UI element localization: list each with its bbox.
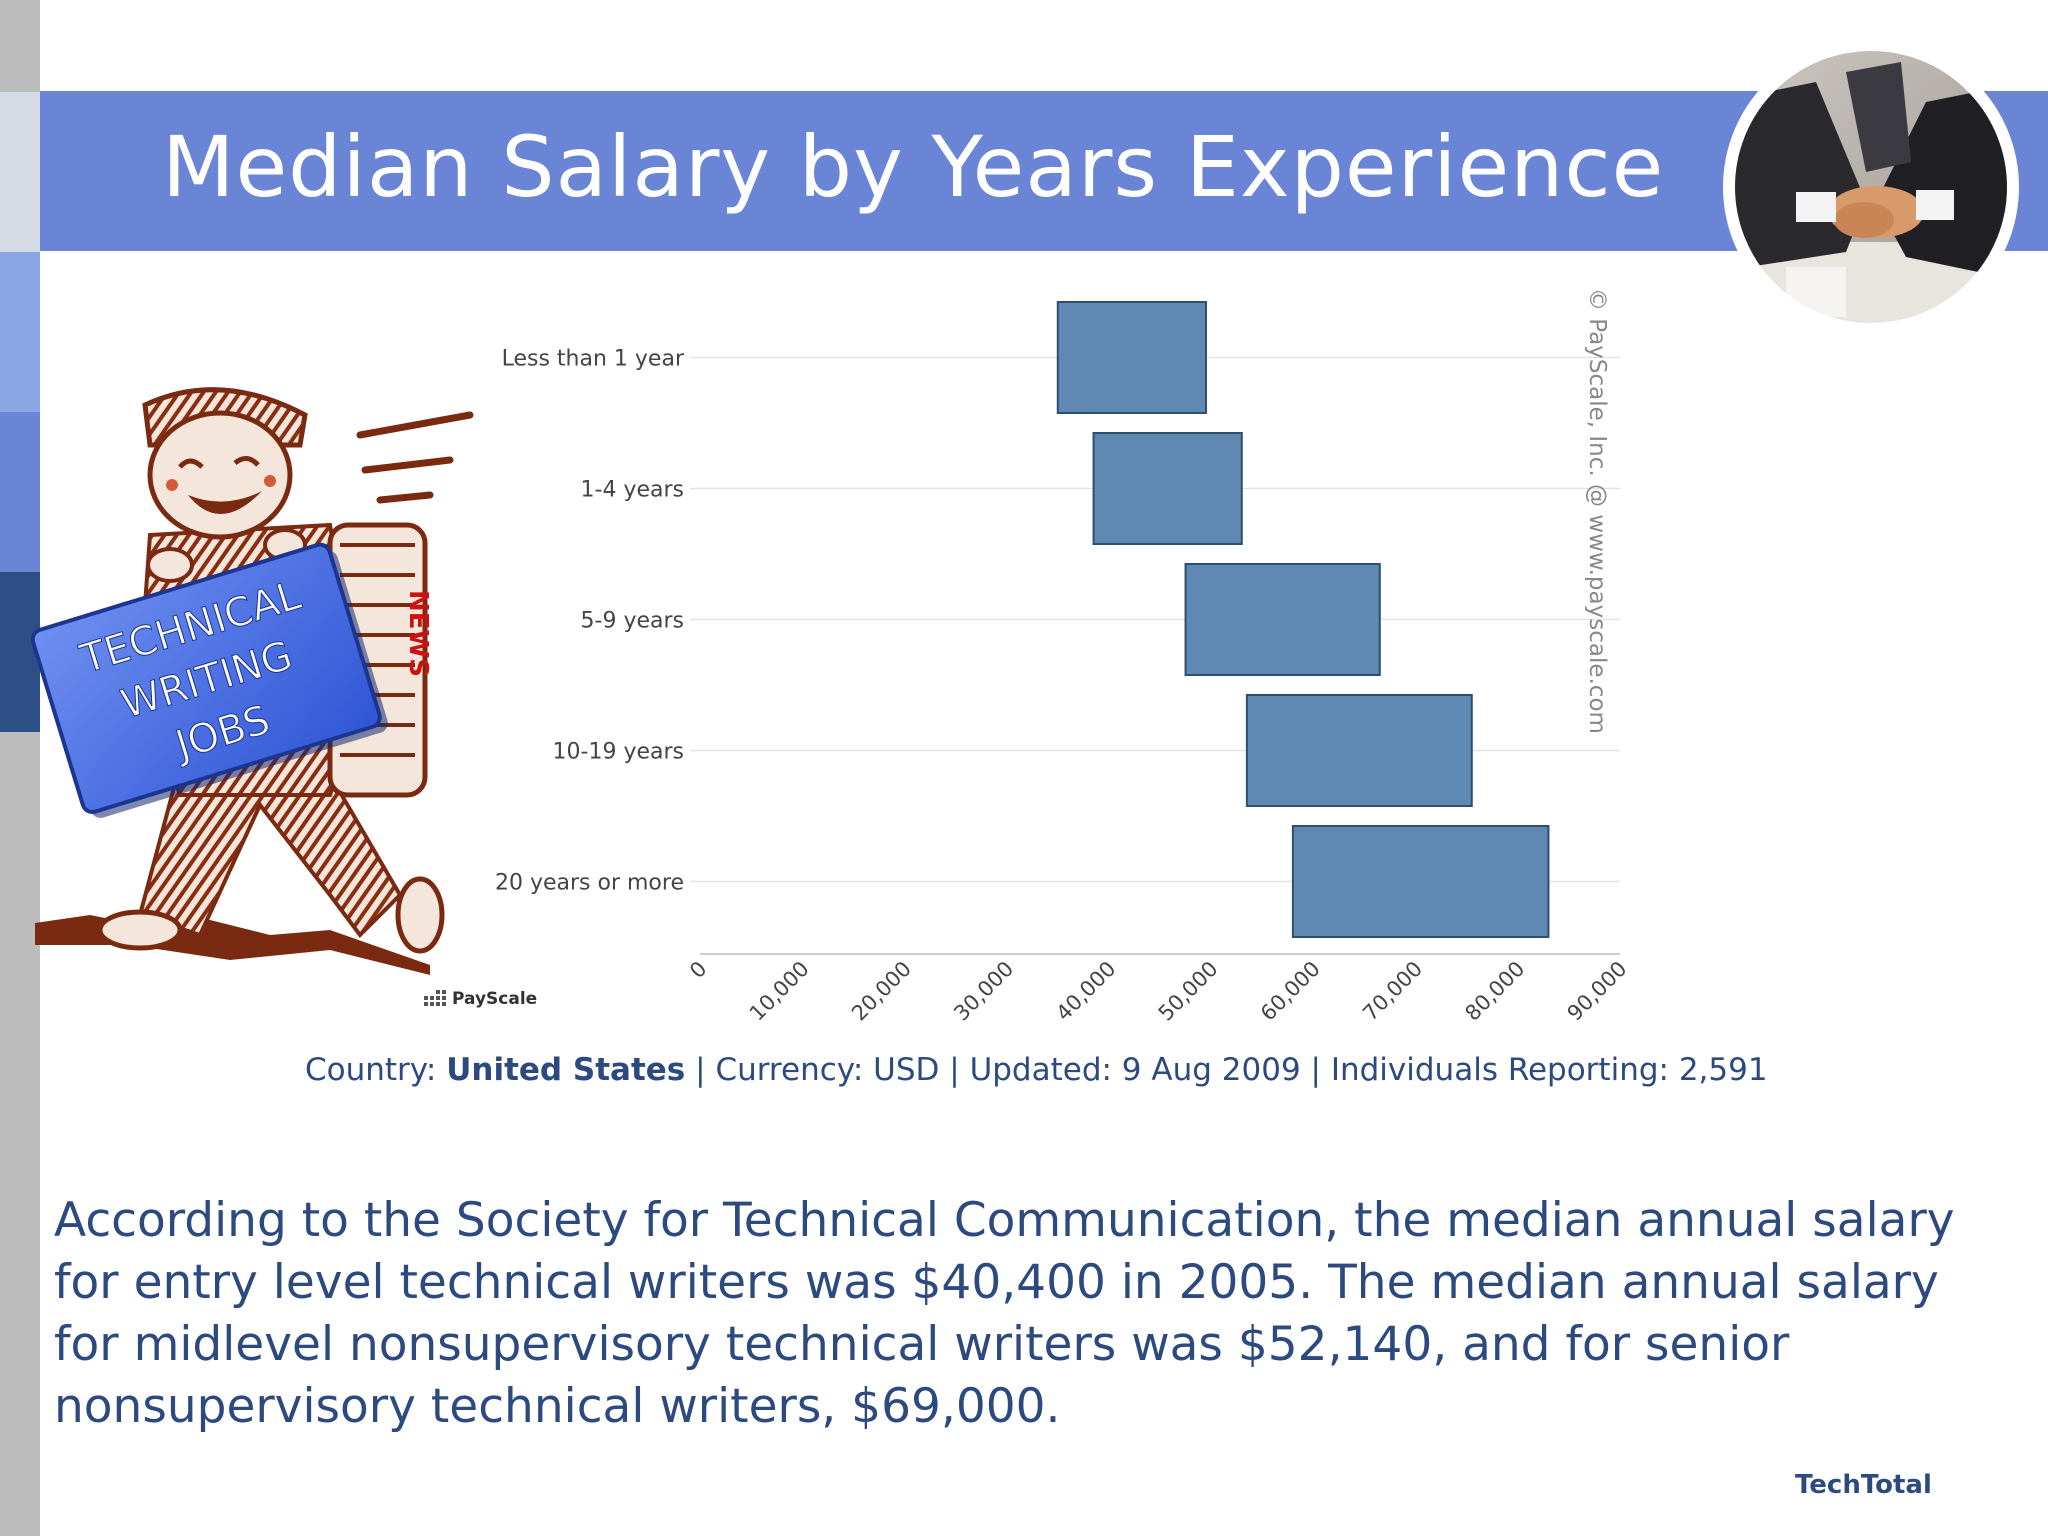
payscale-logo-text: PayScale <box>452 989 538 1009</box>
x-tick-label: 0 <box>685 957 711 983</box>
chart-credit: © PayScale, Inc. @ www.payscale.com <box>1584 288 1610 734</box>
x-tick-label: 40,000 <box>1051 957 1120 1026</box>
country-value: United States <box>446 1052 686 1088</box>
strip-segment-blue <box>0 412 40 572</box>
category-label: 20 years or more <box>495 871 684 896</box>
strip-segment-gray-bottom <box>0 732 40 1536</box>
x-tick-label: 70,000 <box>1358 957 1427 1026</box>
payscale-dots-icon <box>424 990 446 1006</box>
category-label: 1-4 years <box>581 478 684 503</box>
footer-brand: TechTotal <box>1795 1470 1932 1500</box>
meta-separator: | <box>1310 1052 1321 1088</box>
x-tick-label: 10,000 <box>745 957 814 1026</box>
chart-x-tick-labels: 0 10,000 20,000 30,000 40,000 50,000 60,000 70,… <box>685 957 1631 1026</box>
chart-meta-line: Country: United States | Currency: USD |… <box>305 1052 1768 1088</box>
meta-separator: | <box>695 1052 706 1088</box>
salary-range-bar <box>1245 694 1473 807</box>
x-tick-label: 90,000 <box>1563 957 1632 1026</box>
x-tick-label: 60,000 <box>1256 957 1325 1026</box>
currency-text: Currency: USD <box>715 1052 940 1088</box>
payscale-logo: PayScale <box>424 988 537 1010</box>
bundle-label: NEWS <box>403 590 433 677</box>
x-tick-label: 20,000 <box>847 957 916 1026</box>
salary-range-chart: Less than 1 year 1-4 years 5-9 years 10-19 … <box>495 288 1632 1026</box>
category-label: Less than 1 year <box>502 347 685 372</box>
category-label: 5-9 years <box>581 609 684 634</box>
category-label: 10-19 years <box>553 740 684 765</box>
strip-segment-dark <box>0 572 40 732</box>
technical-writing-jobs-sign: TECHNICAL WRITING JOBS <box>30 542 388 818</box>
individuals-text: Individuals Reporting: 2,591 <box>1330 1052 1768 1088</box>
newsboy-shoe-right <box>395 876 445 954</box>
title-band <box>40 91 2048 251</box>
country-label: Country: <box>305 1052 437 1088</box>
handshake-photo <box>1726 42 2016 332</box>
slide-title: Median Salary by Years Experience <box>162 118 1665 216</box>
chart-bars <box>1056 301 1550 938</box>
salary-range-bar <box>1056 301 1208 414</box>
body-paragraph: According to the Society for Technical C… <box>54 1193 1955 1434</box>
salary-range-bar <box>1184 563 1381 676</box>
handshake-illustration <box>1731 47 2011 327</box>
motion-lines <box>356 411 474 504</box>
newsboy-shoe-left <box>97 909 183 951</box>
x-tick-label: 30,000 <box>949 957 1018 1026</box>
salary-range-bar <box>1291 825 1550 938</box>
meta-separator: | <box>949 1052 960 1088</box>
chart-category-labels: Less than 1 year 1-4 years 5-9 years 10-19 … <box>495 347 685 896</box>
newsboy-head <box>142 387 308 540</box>
newsboy-clipart: NEWS TECHNICAL WRITING JOBS <box>30 387 474 975</box>
strip-segment-gray-top <box>0 0 40 92</box>
strip-segment-mid <box>0 252 40 412</box>
left-edge-strip <box>0 0 40 1536</box>
strip-segment-light <box>0 92 40 252</box>
x-tick-label: 50,000 <box>1154 957 1223 1026</box>
x-tick-label: 80,000 <box>1460 957 1529 1026</box>
salary-range-bar <box>1092 432 1243 545</box>
updated-text: Updated: 9 Aug 2009 <box>969 1052 1301 1088</box>
newsboy-hand-left <box>146 547 194 583</box>
